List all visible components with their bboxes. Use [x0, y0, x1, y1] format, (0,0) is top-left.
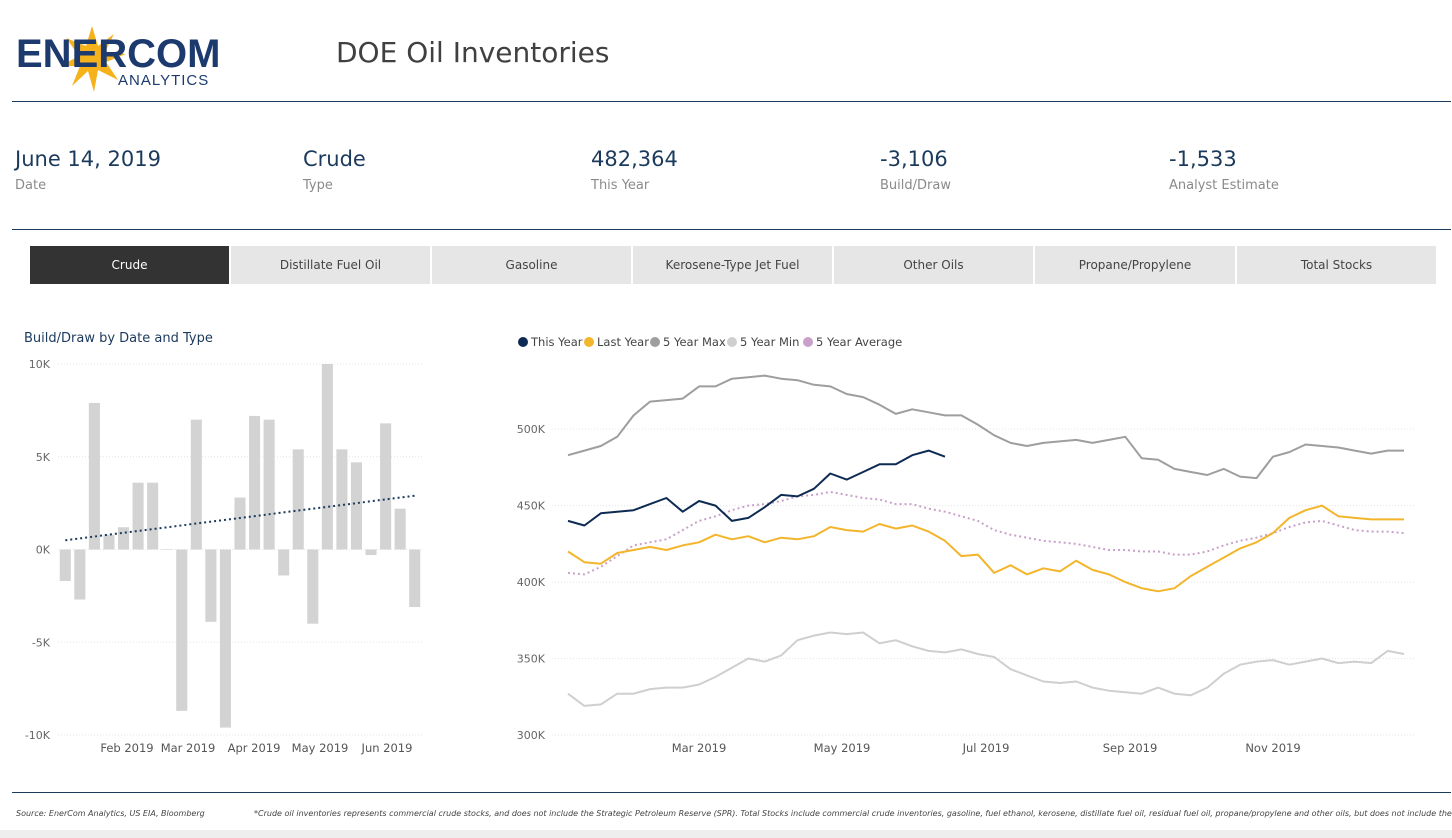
- page-title: DOE Oil Inventories: [336, 36, 610, 69]
- bar-x-tick-label: Jun 2019: [361, 741, 413, 755]
- legend-this-year[interactable]: This Year: [518, 335, 583, 349]
- build-draw-bar[interactable]: [380, 423, 392, 550]
- sun-burst-icon: [60, 26, 126, 92]
- line-x-tick-label: Nov 2019: [1245, 741, 1300, 755]
- build-draw-bar[interactable]: [321, 364, 333, 550]
- series-line-5-year-min[interactable]: [567, 631, 1405, 707]
- legend-this-year-dot: [518, 337, 528, 347]
- inventory-line-chart: 300K 350K 400K 450K 500K Mar 2019 May 2019 Jul …: [517, 374, 1416, 755]
- series-line-this-year[interactable]: [567, 449, 946, 527]
- build-draw-bar[interactable]: [263, 419, 275, 550]
- bar-x-tick-label: Mar 2019: [161, 741, 216, 755]
- header-divider: [12, 101, 1451, 102]
- bar-y-tick-label: -10K: [25, 729, 51, 742]
- tab-distillate-fuel-oil[interactable]: Distillate Fuel Oil: [231, 246, 430, 284]
- build-draw-bar[interactable]: [336, 449, 348, 550]
- legend-5-year-max-dot: [650, 337, 660, 347]
- footer-divider: [12, 792, 1451, 793]
- legend-5-year-min[interactable]: 5 Year Min: [727, 335, 799, 349]
- tab-total-stocks[interactable]: Total Stocks: [1237, 246, 1436, 284]
- legend-5-year-average-dot: [803, 337, 813, 347]
- tab-crude[interactable]: Crude: [30, 246, 229, 284]
- bar-y-tick-label: 10K: [29, 358, 51, 371]
- build-draw-bar[interactable]: [234, 497, 246, 550]
- build-draw-bar[interactable]: [161, 549, 173, 551]
- build-draw-bar[interactable]: [103, 534, 115, 550]
- tab-propane-propylene[interactable]: Propane/Propylene: [1035, 246, 1235, 284]
- build-draw-bar[interactable]: [132, 482, 144, 550]
- kpi-date-value: June 14, 2019: [15, 147, 161, 171]
- kpi-type-label: Type: [303, 178, 333, 193]
- kpi-type-value: Crude: [303, 147, 366, 171]
- build-draw-bar[interactable]: [292, 449, 304, 550]
- build-draw-bar[interactable]: [117, 527, 130, 550]
- enercom-logo: [60, 26, 126, 92]
- build-draw-bar[interactable]: [365, 549, 377, 556]
- line-y-tick-label: 400K: [517, 576, 546, 589]
- bar-y-tick-label: -5K: [32, 636, 51, 649]
- series-line-last-year[interactable]: [567, 504, 1404, 593]
- kpi-analyst-estimate-value: -1,533: [1169, 147, 1237, 171]
- tab-other-oils[interactable]: Other Oils: [834, 246, 1033, 284]
- legend-5-year-average-label: 5 Year Average: [816, 335, 903, 349]
- build-draw-bar[interactable]: [176, 549, 188, 711]
- build-draw-bar[interactable]: [205, 549, 217, 622]
- bar-x-tick-label: Feb 2019: [100, 741, 153, 755]
- build-draw-bar[interactable]: [59, 549, 71, 582]
- bar-y-tick-label: 5K: [36, 451, 51, 464]
- line-y-tick-label: 300K: [517, 729, 546, 742]
- build-draw-bar[interactable]: [394, 508, 406, 550]
- build-draw-chart-title: Build/Draw by Date and Type: [24, 331, 213, 346]
- bottom-bar: [0, 830, 1452, 838]
- line-x-tick-label: Mar 2019: [672, 741, 727, 755]
- bar-trend-line: [65, 494, 415, 542]
- kpi-this-year-value: 482,364: [591, 147, 678, 171]
- build-draw-bar[interactable]: [249, 415, 261, 550]
- footer-note: *Crude oil inventories represents commer…: [254, 809, 1452, 818]
- bar-x-tick-label: Apr 2019: [228, 741, 281, 755]
- line-y-tick-label: 500K: [517, 423, 546, 436]
- line-x-tick-label: May 2019: [814, 741, 871, 755]
- kpi-date-label: Date: [15, 178, 47, 193]
- legend-5-year-average[interactable]: 5 Year Average: [803, 335, 902, 349]
- legend-5-year-max[interactable]: 5 Year Max: [650, 335, 726, 349]
- legend-5-year-max-label: 5 Year Max: [663, 335, 726, 349]
- build-draw-bar[interactable]: [307, 549, 319, 624]
- kpi-divider: [12, 229, 1451, 230]
- line-x-tick-label: Jul 2019: [962, 741, 1010, 755]
- line-y-tick-label: 350K: [517, 653, 546, 666]
- kpi-analyst-estimate-label: Analyst Estimate: [1169, 178, 1279, 193]
- line-x-tick-label: Sep 2019: [1103, 741, 1158, 755]
- legend-this-year-label: This Year: [531, 335, 583, 349]
- build-draw-bar[interactable]: [219, 549, 231, 728]
- kpi-this-year-label: This Year: [591, 178, 650, 193]
- kpi-build-draw-value: -3,106: [880, 147, 948, 171]
- legend-last-year-dot: [584, 337, 594, 347]
- logo-subtitle: ANALYTICS: [118, 72, 210, 89]
- build-draw-bar[interactable]: [147, 482, 159, 550]
- build-draw-bar[interactable]: [409, 549, 421, 608]
- build-draw-bar[interactable]: [278, 549, 290, 576]
- series-line-5-year-max[interactable]: [567, 374, 1404, 480]
- legend-5-year-min-dot: [727, 337, 737, 347]
- build-draw-bar[interactable]: [350, 462, 363, 550]
- legend-last-year-label: Last Year: [597, 335, 649, 349]
- build-draw-bar[interactable]: [88, 402, 100, 550]
- footer-source: Source: EnerCom Analytics, US EIA, Bloom…: [16, 809, 205, 818]
- bar-x-tick-label: May 2019: [292, 741, 349, 755]
- build-draw-bar[interactable]: [74, 549, 86, 600]
- line-y-tick-label: 450K: [517, 500, 546, 513]
- legend-last-year[interactable]: Last Year: [584, 335, 649, 349]
- build-draw-bar[interactable]: [190, 419, 202, 550]
- kpi-build-draw-label: Build/Draw: [880, 178, 951, 193]
- logo-wordmark: ENERCOM: [16, 32, 221, 76]
- bar-y-tick-label: 0K: [36, 544, 51, 557]
- build-draw-bar-chart: 10K 5K 0K -5K -10K Feb 2019 Mar 2019 Apr 2019 Ma…: [25, 358, 422, 755]
- tab-gasoline[interactable]: Gasoline: [432, 246, 631, 284]
- legend-5-year-min-label: 5 Year Min: [740, 335, 800, 349]
- tab-kerosene-type-jet-fuel[interactable]: Kerosene-Type Jet Fuel: [633, 246, 832, 284]
